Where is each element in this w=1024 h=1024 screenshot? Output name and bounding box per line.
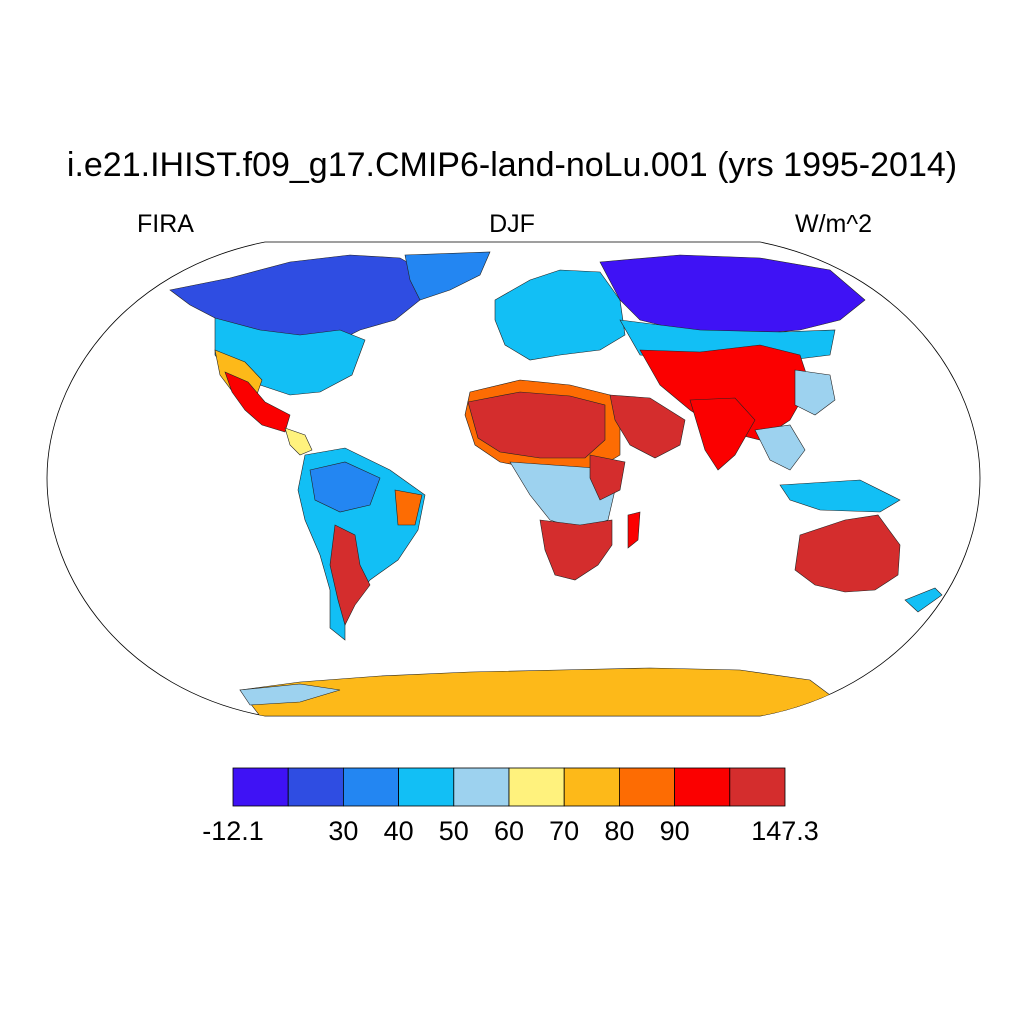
land-sahara [467,391,606,459]
colorbar-tick-label: -12.1 [202,816,264,846]
land-new-zealand [904,587,943,613]
colorbar-tick-label: 40 [383,816,414,846]
colorbar-tick-label: 90 [659,816,690,846]
colorbar-box [729,767,786,807]
land-central-america [284,427,313,456]
land-madagascar [627,511,641,549]
colorbar-tick-label: 80 [604,816,635,846]
colorbar-tick-label: 50 [438,816,469,846]
colorbar-box [232,767,289,807]
land-east-china [794,369,836,416]
land-patagonia [329,524,371,626]
land-indonesia [779,479,901,513]
colorbar-box [619,767,676,807]
land-arabia [609,394,686,459]
colorbar-box [342,767,399,807]
land-southern-africa [539,519,613,581]
plot-title: i.e21.IHIST.f09_g17.CMIP6-land-noLu.001 … [66,146,958,184]
land-siberia [599,254,866,336]
colorbar-box [563,767,620,807]
colorbar-tick-label: 147.3 [751,816,819,846]
land-india [689,397,756,471]
colorbar-box [508,767,565,807]
colorbar-tick-label: 30 [328,816,359,846]
land-antarctica-coast [239,683,341,706]
colorbar-tick-label: 60 [493,816,525,846]
colorbar-tick-label: 70 [549,816,580,846]
colorbar-box [674,767,731,807]
land-greenland [404,251,491,301]
colorbar-box [453,767,510,807]
colorbar-box [398,767,455,807]
colorbar-box [287,767,344,807]
land-brazil-east [394,489,423,526]
season-label: DJF [489,210,535,238]
land-australia [794,514,901,593]
units-label: W/m^2 [795,210,873,238]
land-amazon [309,461,381,513]
land-southeast-asia [754,424,806,471]
land-east-africa [589,454,626,501]
land-mexico [224,371,291,433]
land-europe [494,269,626,361]
land-tibet-china [639,344,811,441]
variable-label: FIRA [137,210,194,238]
land-antarctica [239,667,831,716]
